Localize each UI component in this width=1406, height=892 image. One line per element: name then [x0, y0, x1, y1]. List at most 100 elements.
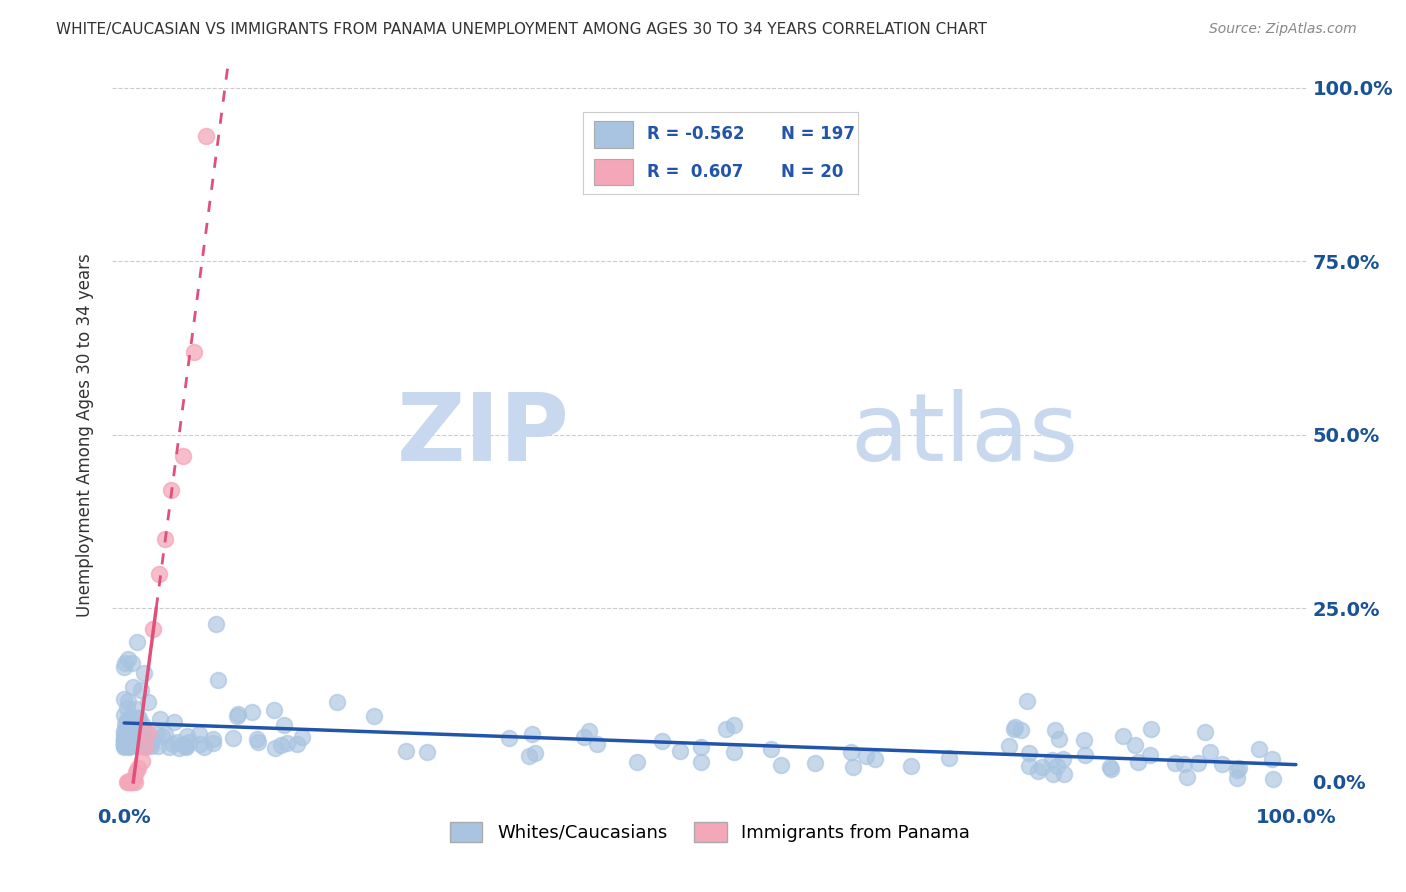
Point: [134, 732, 156, 747]
Point: [668, 744, 690, 758]
Point: [114, 735, 136, 749]
Point: [129, 682, 152, 697]
Point: [125, 726, 148, 740]
Point: [114, 692, 136, 706]
Point: [1018, 746, 1040, 760]
Point: [117, 775, 139, 789]
Point: [195, 129, 218, 144]
Point: [120, 709, 142, 723]
Point: [276, 736, 298, 750]
Point: [1010, 723, 1032, 737]
Point: [1226, 771, 1249, 785]
Point: [131, 728, 153, 742]
Point: [626, 755, 648, 769]
Point: [121, 731, 143, 746]
Point: [117, 739, 139, 753]
Point: [127, 725, 149, 739]
Point: [522, 727, 544, 741]
Point: [120, 732, 142, 747]
Point: [127, 737, 149, 751]
Point: [523, 746, 546, 760]
Point: [117, 724, 139, 739]
Point: [120, 775, 142, 789]
Point: [759, 742, 782, 756]
Point: [118, 733, 141, 747]
Point: [114, 734, 136, 748]
Point: [1018, 758, 1040, 772]
Point: [723, 745, 745, 759]
Point: [716, 722, 738, 736]
Point: [842, 760, 865, 774]
Point: [120, 775, 141, 789]
Point: [136, 739, 159, 753]
Point: [112, 734, 135, 748]
Point: [121, 738, 143, 752]
Point: [1126, 756, 1149, 770]
Point: [141, 732, 163, 747]
Point: [136, 695, 159, 709]
Point: [270, 738, 292, 752]
Point: [134, 740, 156, 755]
Point: [163, 714, 186, 729]
Point: [115, 736, 138, 750]
Point: [157, 739, 180, 754]
Point: [117, 717, 139, 731]
Point: [1015, 694, 1038, 708]
Point: [264, 741, 287, 756]
Text: R =  0.607: R = 0.607: [647, 163, 742, 181]
Point: [112, 738, 135, 752]
Point: [517, 749, 540, 764]
Point: [1198, 745, 1220, 759]
Point: [134, 731, 156, 745]
Point: [149, 713, 172, 727]
Point: [121, 656, 143, 670]
Point: [120, 722, 142, 736]
Point: [139, 739, 162, 754]
Point: [114, 734, 136, 748]
Point: [1042, 753, 1064, 767]
Point: [112, 737, 135, 751]
Point: [153, 726, 176, 740]
Point: [148, 566, 170, 581]
Point: [132, 739, 155, 753]
Point: [162, 737, 184, 751]
Point: [112, 708, 135, 723]
Point: [117, 739, 139, 754]
Point: [770, 757, 793, 772]
Point: [127, 635, 149, 649]
Point: [131, 754, 153, 768]
Point: [160, 483, 183, 498]
Point: [246, 732, 269, 747]
Point: [247, 735, 270, 749]
Point: [112, 739, 135, 754]
Point: [114, 727, 136, 741]
Point: [118, 724, 141, 739]
Point: [863, 752, 886, 766]
Point: [115, 721, 138, 735]
Point: [1187, 756, 1209, 770]
Point: [1031, 760, 1053, 774]
Point: [115, 775, 138, 789]
Point: [122, 738, 145, 752]
Point: [128, 711, 150, 725]
Point: [1004, 720, 1026, 734]
Point: [222, 731, 245, 745]
Point: [207, 673, 229, 687]
Point: [114, 737, 136, 751]
Point: [689, 755, 711, 769]
Point: [114, 716, 136, 731]
Y-axis label: Unemployment Among Ages 30 to 34 years: Unemployment Among Ages 30 to 34 years: [76, 253, 94, 616]
Text: atlas: atlas: [851, 389, 1078, 481]
Point: [131, 733, 153, 747]
FancyBboxPatch shape: [595, 159, 633, 186]
Point: [124, 721, 146, 735]
Point: [1175, 770, 1198, 784]
Point: [172, 449, 194, 463]
Point: [651, 734, 673, 748]
Point: [150, 730, 173, 744]
Point: [1073, 733, 1095, 747]
Point: [122, 680, 145, 694]
Point: [578, 724, 600, 739]
Point: [416, 745, 439, 759]
Point: [572, 730, 595, 744]
